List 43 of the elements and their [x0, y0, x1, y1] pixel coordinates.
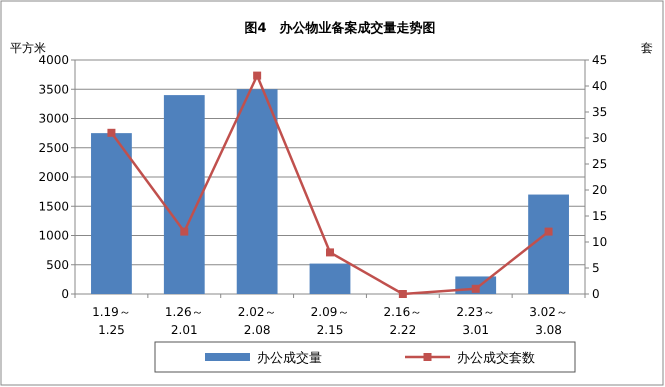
x-tick-label: 1.26～2.01	[164, 305, 204, 337]
y2-axis-title: 套	[641, 41, 653, 55]
bar	[164, 95, 205, 294]
bar	[310, 264, 350, 294]
point	[253, 72, 262, 80]
y-tick-label: 2500	[38, 140, 69, 155]
point	[472, 284, 480, 293]
y-tick-label: 1500	[38, 199, 69, 214]
y-axis-title: 平方米	[10, 41, 46, 55]
y2-tick-label: 40	[592, 79, 608, 93]
x-tick-label: 2.09～2.15	[310, 305, 350, 337]
x-tick-label: 2.16～2.22	[384, 305, 422, 337]
y2-tick-label: 30	[592, 131, 608, 145]
y-tick-label: 0	[61, 287, 69, 301]
bar	[91, 133, 132, 294]
point	[398, 290, 407, 298]
y2-tick-label: 15	[592, 209, 608, 223]
x-tick-label: 2.02～2.08	[238, 305, 276, 337]
chart-title: 图4 办公物业备案成交量走势图	[244, 20, 436, 36]
x-tick-label: 2.23～3.01	[456, 305, 496, 337]
y-tick-label: 2000	[38, 170, 69, 184]
bar	[528, 194, 569, 294]
point	[544, 228, 553, 236]
x-tick-label: 1.19～1.25	[92, 305, 131, 337]
point	[180, 228, 188, 236]
y2-tick-label: 20	[592, 183, 608, 197]
y2-tick-label: 35	[592, 105, 608, 119]
y2-tick-label: 25	[592, 157, 608, 171]
legend-label: 办公成交套数	[457, 350, 535, 366]
y2-tick-label: 0	[592, 287, 600, 301]
y-tick-label: 500	[46, 258, 69, 272]
y-tick-label: 3000	[38, 112, 69, 126]
y2-tick-label: 5	[592, 261, 600, 275]
y-tick-label: 4000	[38, 53, 69, 67]
y-tick-label: 3500	[38, 82, 69, 96]
bar	[236, 89, 278, 294]
x-tick-label: 3.02～3.08	[529, 305, 568, 337]
point	[107, 128, 116, 137]
point	[326, 248, 334, 256]
y2-tick-label: 45	[592, 53, 608, 67]
y2-tick-label: 10	[592, 235, 608, 249]
legend-label: 办公成交量	[257, 350, 322, 366]
y-tick-label: 1000	[38, 228, 69, 242]
